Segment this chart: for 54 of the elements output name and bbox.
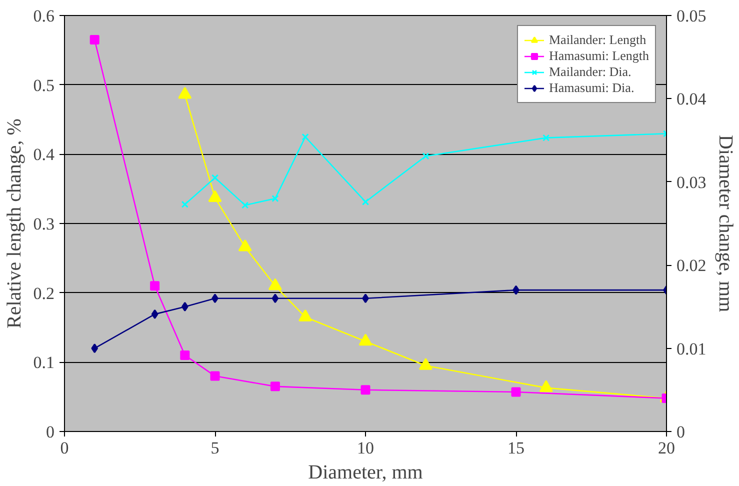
x-tick-label: 0 [60,438,69,458]
y2-tick-label: 0.02 [676,256,706,276]
point [238,239,252,252]
y-tick-label: 0.1 [33,353,54,372]
y-tick-label: 0.6 [33,6,54,26]
legend-label: Hamasumi: Dia. [548,80,634,96]
point [358,334,372,346]
y2-tick-label: 0.03 [676,172,706,192]
point [272,294,279,304]
legend-label: Mailander: Length [548,32,646,48]
point [360,385,370,395]
y-tick-label: 0.5 [33,76,54,95]
point [268,278,282,290]
y-tick-label: 0.4 [33,145,55,164]
point [511,387,521,397]
point [418,358,432,370]
y2-tick-label: 0.01 [676,339,706,358]
point [91,344,98,354]
legend-label: Mailander: Dia. [548,64,632,80]
y2-tick-label: 0 [676,422,685,442]
point [180,350,190,360]
y2-tick-label: 0.05 [676,6,706,26]
point [302,133,309,141]
point [242,202,249,209]
x-axis-title: Diameter, mm [308,462,424,484]
y-tick-label: 0.3 [33,214,54,234]
point [272,194,279,202]
point [212,294,218,304]
x-tick-label: 10 [357,438,374,458]
y2-tick-label: 0.04 [676,90,707,109]
x-tick-label: 15 [508,438,524,458]
y2-axis-title: Diameter change, mm [714,134,736,313]
legend-label: Hamasumi: Length [548,48,649,64]
point [210,371,220,381]
point [151,309,158,319]
point [181,200,188,208]
point [298,309,312,322]
x-tick-label: 5 [210,438,220,458]
point [211,174,219,182]
y-tick-label: 0.2 [33,284,54,303]
x-tick-label: 20 [658,438,675,458]
y-tick-label: 0 [46,422,54,442]
point [150,281,160,291]
point [542,134,550,142]
point [512,285,520,295]
point [270,382,280,392]
point [362,198,370,206]
point [181,302,188,312]
point [422,152,430,160]
point [539,380,553,392]
y-axis-title: Relative length change, % [3,118,26,328]
point [362,294,369,304]
point [208,190,222,202]
point [178,86,192,99]
